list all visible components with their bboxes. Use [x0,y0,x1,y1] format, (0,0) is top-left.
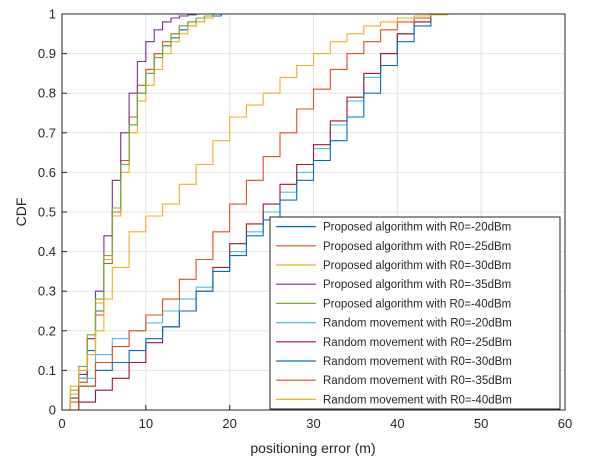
y-tick-label: 1 [49,7,56,22]
legend-entry-label: Random movement with R0=-25dBm [323,337,512,349]
series-line-10 [62,14,449,411]
legend-entry-label: Proposed algorithm with R0=-40dBm [323,298,511,310]
legend-entry-label: Random movement with R0=-40dBm [323,394,512,406]
y-tick-label: 0.1 [38,363,56,378]
legend-entry-label: Proposed algorithm with R0=-25dBm [323,241,511,253]
y-tick-label: 0.3 [38,284,56,299]
series-lines [62,14,449,411]
legend-entry-label: Proposed algorithm with R0=-35dBm [323,279,511,291]
series-line-5 [62,14,214,411]
x-tick-label: 30 [306,416,320,431]
x-axis-label: positioning error (m) [250,440,375,456]
legend-entry-label: Random movement with R0=-35dBm [323,375,512,387]
legend-entry-label: Proposed algorithm with R0=-30dBm [323,260,511,272]
y-tick-label: 0.4 [38,244,56,259]
y-tick-label: 0.7 [38,125,56,140]
y-tick-label: 0.5 [38,205,56,220]
legend-entry-label: Random movement with R0=-20dBm [323,318,512,330]
x-tick-label: 10 [139,416,153,431]
x-tick-label: 0 [58,416,65,431]
y-tick-label: 0 [49,403,56,418]
legend-box [269,216,561,410]
x-tick-label: 40 [390,416,404,431]
y-tick-label: 0.6 [38,165,56,180]
legend-entry-label: Random movement with R0=-30dBm [323,356,512,368]
series-line-7 [62,14,432,411]
x-tick-label: 20 [222,416,236,431]
y-tick-label: 0.2 [38,323,56,338]
axis-ticks: 0 10 20 30 40 50 60 0 0.1 0.2 0.3 0.4 0.5 0.6 0.7 0.8 0.… [38,7,572,432]
y-tick-label: 0.8 [38,86,56,101]
x-tick-label: 50 [474,416,488,431]
legend: Proposed algorithm with R0=-20dBm Propose… [269,216,561,410]
series-line-8 [62,14,432,411]
y-axis-label: CDF [13,198,29,227]
y-tick-label: 0.9 [38,46,56,61]
x-tick-label: 60 [558,416,572,431]
series-line-9 [62,14,432,411]
legend-entry-label: Proposed algorithm with R0=-20dBm [323,222,511,234]
